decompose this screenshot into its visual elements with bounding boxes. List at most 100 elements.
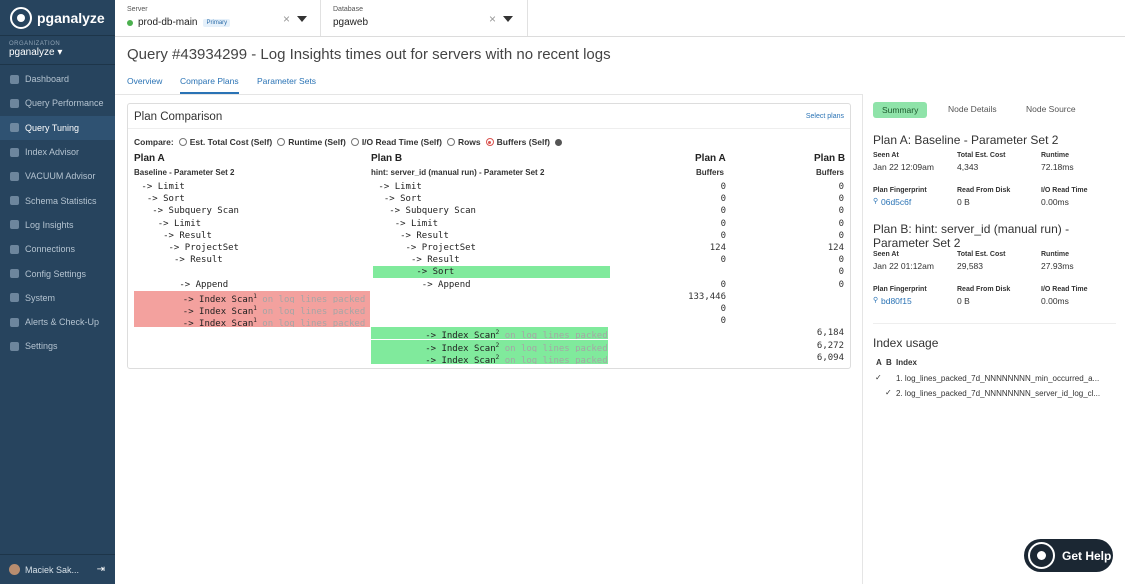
org-name: pganalyze [9,47,55,58]
plan-b-node[interactable]: -> Limit [378,182,422,192]
option-io-time[interactable]: I/O Read Time (Self) [350,137,442,147]
metric-value: 0.00ms [1041,296,1069,306]
index-item-1[interactable]: 1. log_lines_packed_7d_NNNNNNNN_min_occu… [896,374,1100,383]
plan-a-buffers: 0 [720,194,726,205]
logout-icon[interactable]: ⇥ [96,564,105,575]
plan-b-node[interactable]: -> Sort [373,266,610,279]
plan-a-buffers: 0 [720,230,726,241]
server-dropdown-icon[interactable] [297,16,307,22]
plan-b-buffers: 6,094 [816,352,844,363]
settings-icon [10,341,19,351]
pganalyze-logo-icon [10,6,32,29]
plan-b-buffers: 0 [838,267,844,278]
plan-a-sub: Baseline - Parameter Set 2 [134,168,235,177]
sidebar-item-label: Alerts & Check-Up [25,317,100,328]
option-buffers[interactable]: Buffers (Self) [485,137,550,147]
plan-b-node[interactable]: -> ProjectSet [405,243,476,253]
plan-a-node[interactable]: -> Subquery Scan [152,206,239,217]
num-plan-b-header: Plan B [814,153,846,164]
clear-server-icon[interactable]: × [283,12,291,26]
sidebar-item-config-settings[interactable]: Config Settings [0,261,115,285]
org-switcher[interactable]: ORGANIZATION pganalyze ▾ [0,36,115,65]
app-name: pganalyze [37,9,105,26]
database-value: pgaweb [333,17,369,28]
option-est-cost[interactable]: Est. Total Cost (Self) [178,137,272,147]
sidebar-item-log-insights[interactable]: Log Insights [0,213,115,237]
plan-b-index-scan[interactable]: -> Index Scan2 on log_lines_packed_7d [371,351,608,364]
tab-summary[interactable]: Summary [873,102,928,118]
query-tuning-icon [10,123,19,133]
plan-b-buffers: 124 [827,243,844,253]
user-menu[interactable]: Maciek Sak... ⇥ [0,554,115,584]
sidebar-item-alerts-check-up[interactable]: Alerts & Check-Up [0,310,115,334]
database-dropdown-icon[interactable] [503,16,513,22]
query-performance-icon [10,98,19,108]
sidebar-item-label: Schema Statistics [25,195,97,206]
tab-parameter-sets[interactable]: Parameter Sets [257,76,317,86]
plan-b-node[interactable]: -> Append [421,279,471,290]
clear-database-icon[interactable]: × [489,12,497,26]
schema-icon [10,196,19,206]
sidebar-item-system[interactable]: System [0,286,115,310]
metric-label: Plan Fingerprint [873,286,927,293]
sidebar-item-label: VACUUM Advisor [25,171,96,182]
user-name: Maciek Sak... [25,564,80,575]
sidebar-item-settings[interactable]: Settings [0,334,115,358]
metric-label: Read From Disk [957,187,1011,194]
plan-a-node[interactable]: -> Sort [146,194,185,205]
sidebar-item-query-tuning[interactable]: Query Tuning [0,115,115,140]
sidebar-item-index-advisor[interactable]: Index Advisor [0,140,115,164]
plan-a-node[interactable]: -> ProjectSet [168,243,239,253]
fingerprint-icon: ⚲ [873,297,879,304]
metric-value: 4,343 [957,162,979,172]
plan-a-node[interactable]: -> Append [179,279,229,290]
log-insights-icon [10,220,19,230]
metric-value: 0 B [957,197,970,207]
plan-b-index-scan[interactable]: -> Index Scan2 on log_lines_packed_7d [371,327,608,340]
plan-b-title: Plan B: hint: server_id (manual run) - P… [873,222,1070,250]
index-col-b: B [886,358,892,367]
plan-a-header: Plan A [134,153,165,164]
index-item-2[interactable]: 2. log_lines_packed_7d_NNNNNNNN_server_i… [896,389,1101,398]
fingerprint-link[interactable]: 06d5c6f [881,197,912,207]
get-help-button[interactable]: Get Help [1024,539,1113,572]
tab-overview[interactable]: Overview [127,76,163,86]
plan-a-node[interactable]: -> Limit [157,218,202,229]
plan-a-buffers: 0 [720,255,726,266]
sidebar-item-vacuum-advisor[interactable]: VACUUM Advisor [0,164,115,188]
sidebar-item-schema-statistics[interactable]: Schema Statistics [0,188,115,212]
plan-a-index-scan[interactable]: -> Index Scan1 on log_lines_packed_7d [134,315,370,328]
plan-a-buffers: 0 [720,304,726,314]
plan-b-node[interactable]: -> Limit [394,218,439,229]
plan-a-node[interactable]: -> Result [173,255,223,266]
app-logo[interactable]: pganalyze [0,0,115,36]
plan-b-buffers: 0 [838,230,844,241]
vacuum-icon [10,171,19,181]
plan-b-node[interactable]: -> Sort [383,194,422,205]
tab-node-source[interactable]: Node Source [1026,104,1076,114]
plan-b-node[interactable]: -> Result [400,230,449,241]
tab-node-details[interactable]: Node Details [948,104,997,114]
plan-b-index-scan[interactable]: -> Index Scan2 on log_lines_packed_7d [371,339,608,352]
tab-compare-plans[interactable]: Compare Plans [180,76,239,94]
server-select[interactable]: Server prod-db-main Primary × [115,0,321,36]
plan-a-index-scan[interactable]: -> Index Scan1 on log_lines_packed_7d [134,290,370,303]
plan-a-index-scan[interactable]: -> Index Scan1 on log_lines_packed_7d [134,303,370,315]
plan-b-node[interactable]: -> Result [410,255,460,266]
plan-a-node[interactable]: -> Limit [141,182,185,192]
option-rows[interactable]: Rows [446,137,481,147]
top-bar: Server prod-db-main Primary × Database pg… [115,0,1125,37]
plan-a-buffers: 133,446 [688,291,726,302]
plan-b-node[interactable]: -> Subquery Scan [389,206,476,217]
sidebar-item-dashboard[interactable]: Dashboard [0,67,115,91]
database-select[interactable]: Database pgaweb × [321,0,528,36]
select-plans-link[interactable]: Select plans [805,113,844,120]
chevron-down-icon: ▾ [57,47,63,58]
fingerprint-link[interactable]: bd80f15 [881,296,912,306]
option-runtime[interactable]: Runtime (Self) [277,137,346,147]
sidebar-item-query-performance[interactable]: Query Performance [0,91,115,115]
plan-a-node[interactable]: -> Result [163,230,212,241]
plan-a-buffers: 0 [720,218,726,229]
sidebar-item-connections[interactable]: Connections [0,237,115,261]
info-icon[interactable] [555,138,562,146]
